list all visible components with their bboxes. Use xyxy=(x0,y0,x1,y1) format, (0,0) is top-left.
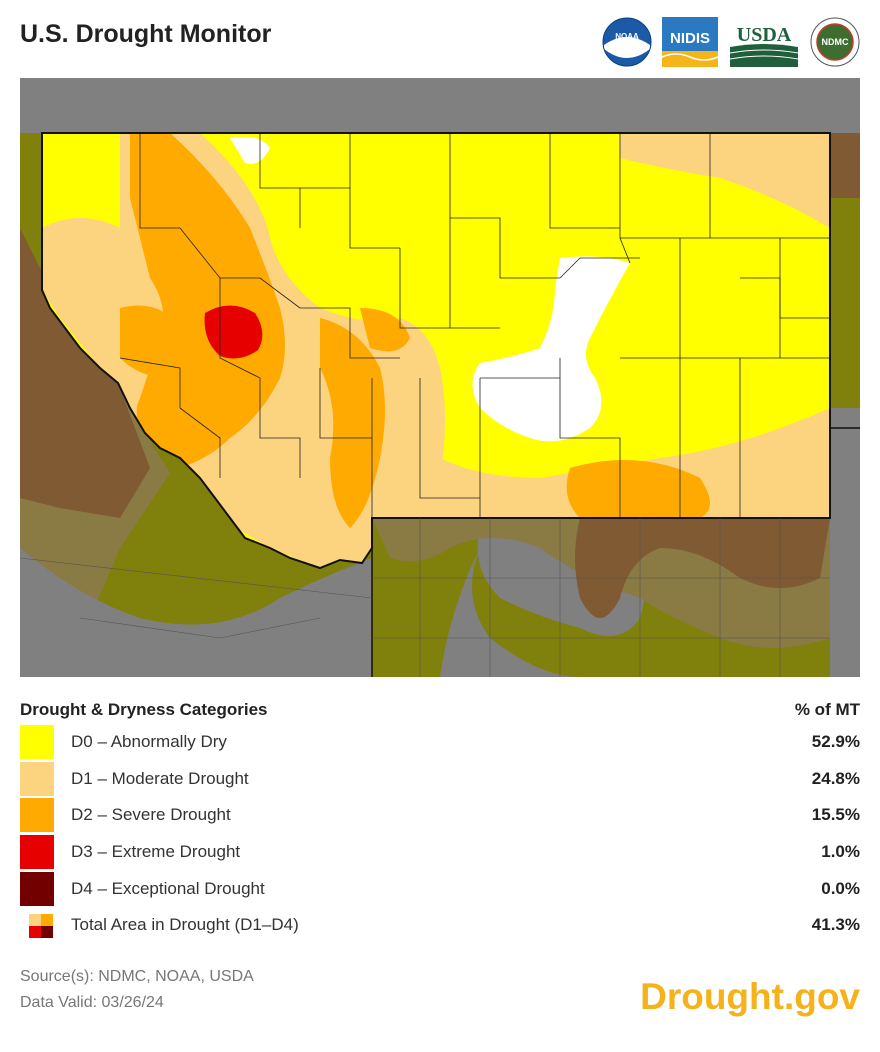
d0-swatch xyxy=(20,725,54,760)
legend-pct: 24.8% xyxy=(811,768,860,788)
legend-row-d3: D3 – Extreme Drought 1.0% xyxy=(20,834,860,871)
noaa-logo-icon[interactable]: NOAA xyxy=(602,17,652,67)
legend-pct: 1.0% xyxy=(821,842,860,862)
usda-logo-text: USDA xyxy=(737,24,792,46)
legend-pct-heading: % of MT xyxy=(794,700,860,719)
outside-county-lines xyxy=(20,518,830,677)
legend-label: D4 – Exceptional Drought xyxy=(71,878,265,898)
partner-logos: NOAA NIDIS USDA NDMC xyxy=(602,14,860,70)
legend-pct: 15.5% xyxy=(811,805,860,825)
d2-swatch xyxy=(20,798,54,833)
legend-row-d1: D1 – Moderate Drought 24.8% xyxy=(20,761,860,798)
legend-label: D0 – Abnormally Dry xyxy=(71,732,227,752)
d1-swatch xyxy=(20,761,54,796)
legend-row-d4: D4 – Exceptional Drought 0.0% xyxy=(20,870,860,907)
legend-row-total: Total Area in Drought (D1–D4) 41.3% xyxy=(20,907,860,944)
usda-logo-icon[interactable]: USDA xyxy=(728,17,800,67)
wyoming-severe-area xyxy=(575,518,830,618)
source-info: Source(s): NDMC, NOAA, USDA Data Valid: … xyxy=(20,964,254,1016)
legend-label: D2 – Severe Drought xyxy=(71,805,231,825)
nidis-logo-text: NIDIS xyxy=(670,30,710,47)
ndmc-logo-icon[interactable]: NDMC xyxy=(810,17,860,67)
drought-map[interactable] xyxy=(20,78,860,677)
wyoming-south-gray xyxy=(440,548,580,677)
d4-swatch xyxy=(20,871,54,906)
legend-heading: Drought & Dryness Categories xyxy=(20,700,268,719)
legend-pct: 0.0% xyxy=(821,878,860,898)
d3-swatch xyxy=(20,835,54,870)
legend: Drought & Dryness Categories % of MT D0 … xyxy=(20,700,860,944)
legend-row-d0: D0 – Abnormally Dry 52.9% xyxy=(20,724,860,761)
legend-label: D1 – Moderate Drought xyxy=(71,768,249,788)
legend-pct: 52.9% xyxy=(811,732,860,752)
dakota-dry-area xyxy=(830,133,860,408)
legend-label: Total Area in Drought (D1–D4) xyxy=(71,915,299,935)
noaa-logo-text: NOAA xyxy=(615,32,639,41)
data-valid-text: Data Valid: 03/26/24 xyxy=(20,994,164,1011)
legend-label: D3 – Extreme Drought xyxy=(71,842,241,862)
legend-row-d2: D2 – Severe Drought 15.5% xyxy=(20,797,860,834)
page-title: U.S. Drought Monitor xyxy=(20,20,272,48)
south-gray-area xyxy=(20,548,372,677)
drought-gov-link[interactable]: Drought.gov xyxy=(640,976,860,1017)
nidis-logo-icon[interactable]: NIDIS xyxy=(662,17,718,67)
canada-region xyxy=(20,78,860,133)
legend-pct: 41.3% xyxy=(811,915,860,935)
ndmc-logo-text: NDMC xyxy=(822,37,849,47)
dakota-drought-area xyxy=(830,133,860,198)
total-drought-swatch-icon xyxy=(20,908,53,939)
source-text: Source(s): NDMC, NOAA, USDA xyxy=(20,968,254,985)
legend-header: Drought & Dryness Categories % of MT xyxy=(20,700,860,724)
